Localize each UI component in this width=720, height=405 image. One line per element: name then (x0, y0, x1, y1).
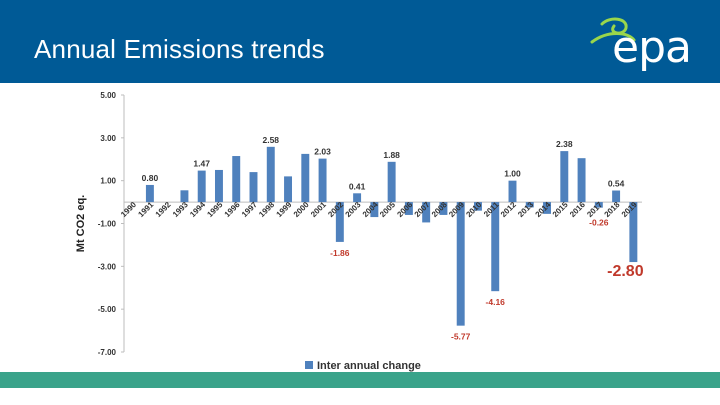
x-tick-label: 1991 (136, 200, 155, 219)
bar (214, 169, 223, 203)
slide-header: Annual Emissions trends epa (0, 0, 720, 83)
data-label: 2.58 (262, 135, 279, 145)
data-labels: 0.80 1.47 2.58 2.03 -1.86 0.41 1.88 -5.77 -4.16 1… (142, 135, 644, 342)
legend-swatch (305, 361, 313, 369)
y-tick-label: -5.00 (98, 305, 117, 314)
emissions-bar-chart: Mt CO2 eq. 5.00 3.00 1.00 -1.00 -3.00 -5.00 -7… (75, 91, 644, 372)
bar (370, 202, 379, 218)
data-label: 0.54 (608, 179, 625, 189)
bar (301, 153, 310, 203)
data-label: 0.80 (142, 173, 159, 183)
bar (335, 202, 344, 242)
epa-logo-text: epa (612, 22, 692, 73)
x-tick-label: 1990 (119, 200, 138, 219)
bar (404, 202, 413, 215)
axis-layer: 5.00 3.00 1.00 -1.00 -3.00 -5.00 -7.00 (98, 91, 642, 357)
bar (180, 190, 189, 203)
y-tick-label: -1.00 (98, 220, 117, 229)
bar (491, 202, 500, 292)
bar (197, 170, 206, 203)
bar (422, 202, 431, 223)
legend: Inter annual change (305, 360, 421, 372)
data-label: 2.38 (556, 139, 573, 149)
x-tick-label: 1996 (223, 200, 242, 219)
y-axis-title: Mt CO2 eq. (75, 195, 87, 252)
y-tick-label: 3.00 (100, 134, 116, 143)
data-label: 1.88 (383, 150, 400, 160)
x-tick-label: 1992 (154, 200, 173, 219)
data-label: 0.41 (349, 181, 366, 191)
data-label: -2.80 (607, 263, 644, 280)
legend-label: Inter annual change (317, 360, 421, 372)
bar (594, 202, 603, 208)
data-label: -1.86 (330, 248, 350, 258)
x-tick-label: 1998 (257, 200, 276, 219)
bar (145, 184, 154, 203)
x-tick-label: 1994 (188, 200, 207, 219)
bar (525, 202, 534, 208)
x-tick-labels: 1990199119921993199419951996199719981999… (119, 200, 639, 219)
epa-swirl-icon (590, 17, 636, 44)
y-tick-label: 1.00 (100, 177, 116, 186)
data-label: 2.03 (314, 147, 331, 157)
y-tick-label: -3.00 (98, 262, 117, 271)
bar (473, 202, 482, 211)
bar (629, 202, 638, 263)
footer-bar (0, 372, 720, 388)
y-tick-label: 5.00 (100, 91, 116, 100)
data-label: 1.00 (504, 169, 521, 179)
data-label: 1.47 (193, 159, 210, 169)
bar (318, 158, 327, 203)
bar (543, 202, 552, 214)
bars-layer (145, 146, 638, 326)
x-tick-label: 2016 (568, 200, 587, 219)
bar (232, 156, 241, 203)
y-axis-title-text: Mt CO2 eq. (75, 195, 87, 252)
bar (387, 161, 396, 203)
data-label: -4.16 (486, 297, 506, 307)
x-tick-label: 1995 (205, 200, 224, 219)
bar (284, 176, 293, 203)
slide-title: Annual Emissions trends (34, 34, 325, 64)
x-tick-label: 2015 (551, 200, 570, 219)
x-tick-label: 2005 (378, 200, 397, 219)
bar (439, 202, 448, 215)
bar (353, 193, 362, 203)
bar (456, 202, 465, 326)
x-tick-label: 2018 (603, 200, 622, 219)
bar (249, 172, 258, 203)
x-tick-label: 2001 (309, 200, 328, 219)
x-tick-label: 2003 (344, 200, 363, 219)
data-label: -0.26 (589, 218, 609, 228)
bar (612, 190, 621, 203)
bar (266, 146, 275, 203)
x-tick-label: 2012 (499, 200, 518, 219)
x-tick-label: 1997 (240, 200, 259, 219)
bar (560, 151, 569, 203)
x-tick-label: 2000 (292, 200, 311, 219)
x-tick-label: 1993 (171, 200, 190, 219)
data-label: -5.77 (451, 332, 471, 342)
bar (577, 158, 586, 203)
bar (508, 180, 517, 203)
x-tick-label: 1999 (274, 200, 293, 219)
y-tick-label: -7.00 (98, 348, 117, 357)
